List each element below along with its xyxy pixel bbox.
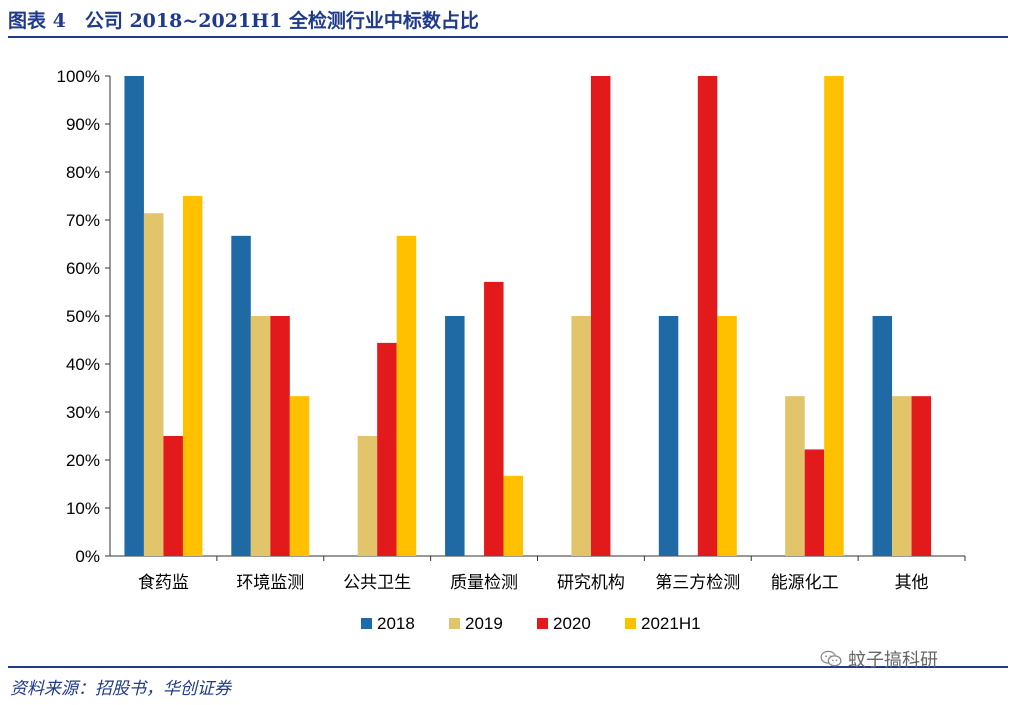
bar-2019	[571, 316, 591, 556]
y-tick-label: 90%	[66, 115, 100, 134]
y-tick-label: 20%	[66, 451, 100, 470]
y-tick-label: 10%	[66, 499, 100, 518]
y-tick-label: 70%	[66, 211, 100, 230]
title-rule	[8, 36, 1008, 38]
y-tick-label: 100%	[57, 67, 100, 86]
x-tick-label: 其他	[895, 573, 929, 593]
legend-label: 2020	[553, 614, 591, 633]
bar-2020	[804, 449, 825, 556]
bar-2020	[911, 396, 932, 556]
legend-swatch-2019	[449, 618, 460, 629]
bar-2021H1	[503, 475, 524, 556]
legend-swatch-2021H1	[625, 618, 636, 629]
bar-2020	[590, 76, 611, 556]
legend-label: 2021H1	[641, 614, 701, 633]
figure-title: 图表 4 公司 2018~2021H1 全检测行业中标数占比	[8, 10, 479, 32]
bar-2021H1	[717, 316, 737, 556]
bar-2018	[658, 316, 679, 556]
bar-2018	[872, 316, 893, 556]
bar-2021H1	[396, 235, 417, 556]
x-tick-label: 研究机构	[557, 573, 625, 593]
bar-2020	[163, 436, 183, 556]
bar-2018	[445, 316, 465, 556]
bar-2020	[697, 76, 718, 556]
x-tick-label: 环境监测	[236, 573, 304, 593]
bar-2019	[357, 436, 378, 556]
bar-2020	[484, 281, 504, 556]
legend-swatch-2018	[361, 618, 372, 629]
bar-chart: 0% 10% 20% 30% 40% 50% 60% 70% 80% 90% 100% 食药监 环境监测…	[57, 67, 966, 633]
wechat-icon	[820, 650, 842, 667]
x-tick-label: 公共卫生	[343, 573, 411, 593]
legend-swatch-2020	[537, 618, 548, 629]
source-note: 资料来源：招股书，华创证券	[10, 679, 231, 699]
x-tick-label: 食药监	[138, 573, 189, 593]
y-tick-label: 30%	[66, 403, 100, 422]
bar-2019	[892, 396, 912, 556]
bar-2019	[785, 396, 805, 556]
watermark-text: 蚊子搞科研	[848, 650, 938, 671]
legend-label: 2019	[465, 614, 503, 633]
footer-rule	[8, 666, 1008, 668]
bar-2019	[143, 213, 164, 556]
watermark: 蚊子搞科研	[820, 646, 938, 672]
y-tick-label: 40%	[66, 355, 100, 374]
bar-2021H1	[182, 196, 203, 556]
y-tick-label: 80%	[66, 163, 100, 182]
x-tick-label: 第三方检测	[655, 573, 740, 593]
bar-2018	[231, 235, 251, 556]
y-tick-label: 0%	[75, 547, 100, 566]
x-tick-label: 能源化工	[771, 573, 839, 593]
y-tick-label: 60%	[66, 259, 100, 278]
bar-2020	[270, 316, 290, 556]
bar-2021H1	[289, 396, 310, 556]
figure-header: 图表 4 公司 2018~2021H1 全检测行业中标数占比	[8, 2, 1008, 38]
bar-2018	[124, 76, 144, 556]
x-tick-label: 质量检测	[450, 573, 518, 593]
bar-2019	[250, 316, 271, 556]
bar-2021H1	[824, 76, 844, 556]
legend-label: 2018	[377, 614, 415, 633]
y-tick-label: 50%	[66, 307, 100, 326]
bar-2020	[377, 342, 397, 556]
